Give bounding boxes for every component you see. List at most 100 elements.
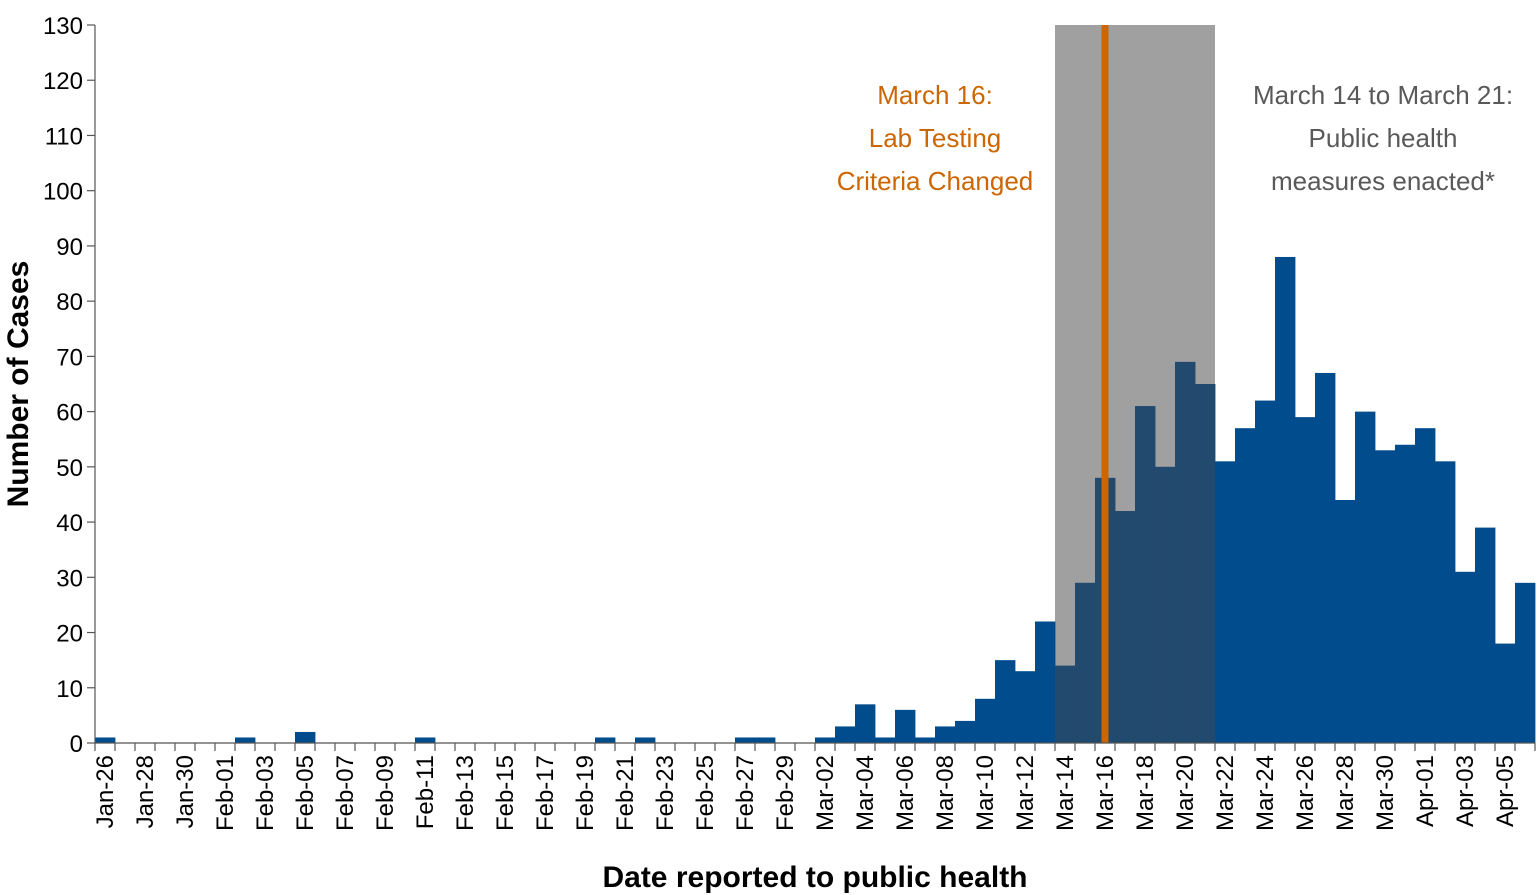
bar-mar-03: [835, 726, 856, 743]
bar-mar-28: [1335, 499, 1356, 743]
bar-feb-05: [295, 731, 316, 743]
y-tick-label-20: 20: [56, 621, 83, 648]
bar-overlay-mar-20: [1175, 361, 1196, 743]
x-tick-label-feb-13: Feb-13: [452, 755, 479, 831]
bar-apr-02: [1435, 461, 1456, 743]
bar-mar-29: [1355, 411, 1376, 743]
bar-feb-22: [635, 737, 656, 743]
x-tick-label-mar-08: Mar-08: [932, 755, 959, 831]
y-tick-label-110: 110: [45, 123, 83, 150]
y-tick-label-80: 80: [56, 289, 83, 316]
x-tick-label-jan-30: Jan-30: [172, 755, 199, 828]
y-tick-label-40: 40: [56, 510, 83, 537]
x-tick-label-mar-26: Mar-26: [1292, 755, 1319, 831]
bar-mar-09: [955, 720, 976, 743]
bar-overlay-mar-18: [1135, 406, 1156, 743]
shaded-period-label-line-3: measures enacted*: [1271, 166, 1495, 196]
x-tick-label-mar-12: Mar-12: [1012, 755, 1039, 831]
bar-apr-05: [1495, 643, 1516, 743]
bar-apr-06: [1515, 582, 1536, 743]
bar-mar-12: [1015, 671, 1036, 743]
x-tick-label-feb-09: Feb-09: [372, 755, 399, 831]
x-tick-label-mar-04: Mar-04: [852, 755, 879, 831]
bar-feb-02: [235, 737, 256, 743]
bar-mar-20: [1175, 361, 1196, 743]
x-tick-label-mar-16: Mar-16: [1092, 755, 1119, 831]
x-tick-label-feb-21: Feb-21: [612, 755, 639, 831]
bar-mar-27: [1315, 372, 1336, 743]
bar-overlay-mar-17: [1115, 511, 1136, 743]
bar-mar-14: [1055, 665, 1076, 743]
bar-overlay-mar-15: [1075, 582, 1096, 743]
y-tick-label-50: 50: [56, 455, 83, 482]
x-tick-label-apr-03: Apr-03: [1452, 755, 1479, 827]
bar-mar-25: [1275, 256, 1296, 743]
x-tick-label-mar-28: Mar-28: [1332, 755, 1359, 831]
bar-feb-27: [735, 737, 756, 743]
bar-mar-19: [1155, 466, 1176, 743]
x-tick-label-feb-03: Feb-03: [252, 755, 279, 831]
x-tick-label-feb-07: Feb-07: [332, 755, 359, 831]
y-tick-label-60: 60: [56, 400, 83, 427]
y-tick-label-0: 0: [70, 731, 83, 758]
x-tick-label-mar-06: Mar-06: [892, 755, 919, 831]
bar-mar-22: [1215, 461, 1236, 743]
bar-mar-26: [1295, 417, 1316, 743]
shaded-period-label-line-1: March 14 to March 21:: [1253, 80, 1513, 110]
bar-mar-21: [1195, 384, 1216, 743]
x-tick-label-feb-05: Feb-05: [292, 755, 319, 831]
testing-change-label-line-1: March 16:: [877, 80, 993, 110]
testing-change-label-line-3: Criteria Changed: [837, 166, 1034, 196]
x-tick-label-mar-02: Mar-02: [812, 755, 839, 831]
bar-feb-28: [755, 737, 776, 743]
bar-mar-24: [1255, 400, 1276, 743]
x-tick-label-mar-24: Mar-24: [1252, 755, 1279, 831]
x-tick-label-feb-17: Feb-17: [532, 755, 559, 831]
x-tick-label-jan-26: Jan-26: [92, 755, 119, 828]
x-tick-label-feb-11: Feb-11: [412, 755, 439, 829]
bar-apr-04: [1475, 527, 1496, 743]
x-axis-title: Date reported to public health: [602, 861, 1027, 894]
bar-apr-03: [1455, 571, 1476, 743]
bar-feb-11: [415, 737, 436, 743]
bar-mar-11: [995, 660, 1016, 743]
bar-mar-07: [915, 737, 936, 743]
x-tick-label-apr-01: Apr-01: [1412, 755, 1439, 827]
bar-mar-30: [1375, 450, 1396, 743]
y-tick-label-10: 10: [56, 676, 83, 703]
x-tick-label-feb-23: Feb-23: [652, 755, 679, 831]
x-tick-label-mar-14: Mar-14: [1052, 755, 1079, 831]
x-tick-label-feb-15: Feb-15: [492, 755, 519, 831]
x-tick-label-mar-10: Mar-10: [972, 755, 999, 831]
x-tick-label-feb-27: Feb-27: [732, 755, 759, 831]
bar-jan-26: [95, 737, 116, 743]
y-tick-label-70: 70: [56, 344, 83, 371]
bar-mar-08: [935, 726, 956, 743]
bar-mar-13: [1035, 621, 1056, 743]
bar-mar-23: [1235, 428, 1256, 743]
bar-mar-05: [875, 737, 896, 743]
y-tick-label-100: 100: [43, 179, 83, 206]
bar-mar-02: [815, 737, 836, 743]
y-tick-label-120: 120: [43, 68, 83, 95]
bar-overlay-mar-14: [1055, 665, 1076, 743]
x-tick-label-mar-22: Mar-22: [1212, 755, 1239, 831]
bar-apr-01: [1415, 428, 1436, 743]
bar-mar-31: [1395, 444, 1416, 743]
x-tick-label-feb-29: Feb-29: [772, 755, 799, 831]
bar-mar-06: [895, 709, 916, 743]
bar-mar-15: [1075, 582, 1096, 743]
bar-mar-18: [1135, 406, 1156, 743]
bar-mar-17: [1115, 511, 1136, 743]
y-axis-title: Number of Cases: [2, 261, 35, 508]
y-tick-label-130: 130: [43, 13, 83, 40]
bar-mar-04: [855, 704, 876, 743]
x-tick-label-apr-05: Apr-05: [1492, 755, 1519, 827]
bar-mar-10: [975, 698, 996, 743]
x-tick-label-mar-18: Mar-18: [1132, 755, 1159, 831]
testing-change-label-line-2: Lab Testing: [869, 123, 1002, 153]
x-tick-label-feb-25: Feb-25: [692, 755, 719, 831]
x-tick-label-mar-30: Mar-30: [1372, 755, 1399, 831]
bar-overlay-mar-19: [1155, 466, 1176, 743]
